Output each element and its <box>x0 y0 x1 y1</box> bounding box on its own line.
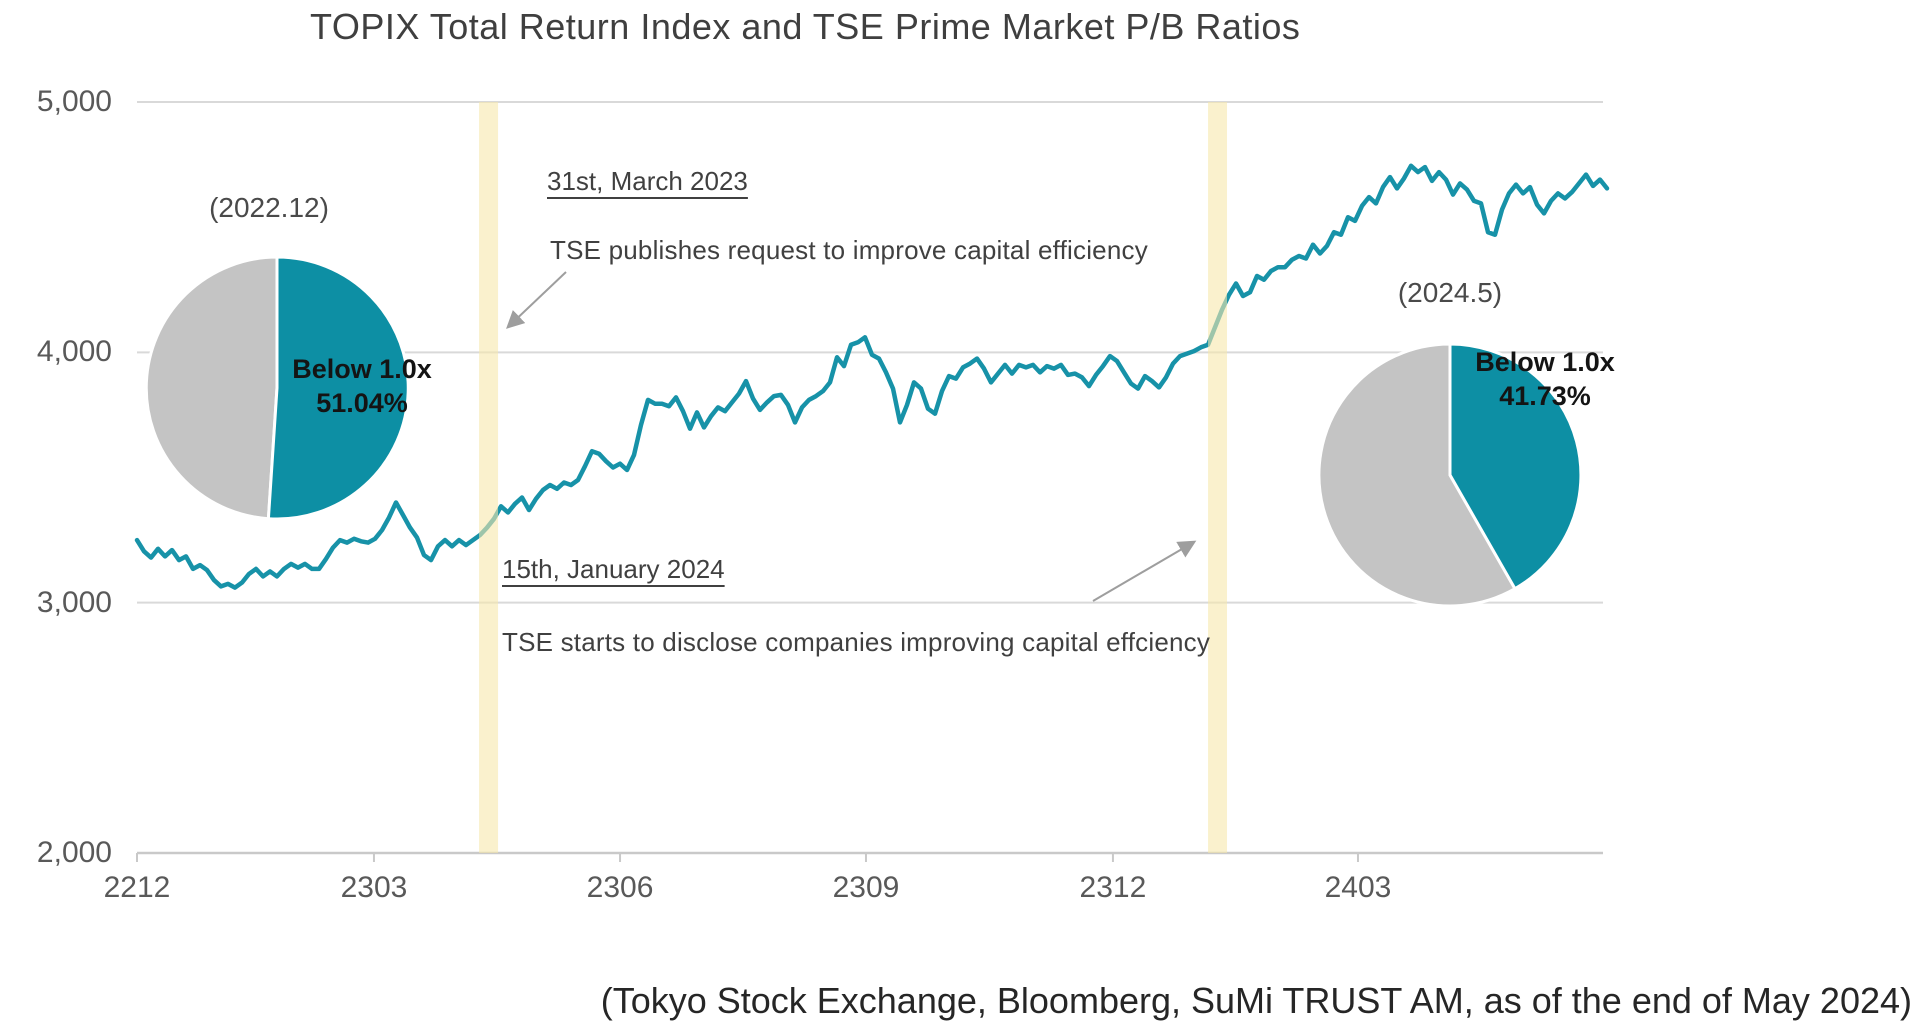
chart-title: TOPIX Total Return Index and TSE Prime M… <box>310 6 1301 47</box>
pie-label-2024-5: Below 1.0x 41.73% <box>1395 345 1695 413</box>
x-axis-label-2303: 2303 <box>340 871 408 904</box>
x-axis-label-2306: 2306 <box>586 871 654 904</box>
pie-slice-other <box>144 255 279 521</box>
topix-line-path <box>134 163 1610 590</box>
y-axis-label-3,000: 3,000 <box>36 585 112 619</box>
x-axis-label-2309: 2309 <box>832 871 900 904</box>
pie-label-2022-12-line1: Below 1.0x <box>292 354 432 384</box>
annotation-march-2023-date: 31st, March 2023 <box>547 166 748 196</box>
annotation-january-2024-text: TSE starts to disclose companies improvi… <box>502 627 1211 657</box>
x-axis-label-2212: 2212 <box>103 871 171 904</box>
pie-caption-2024-5: (2024.5) <box>1397 277 1503 308</box>
highlight-bands <box>479 102 1228 853</box>
highlight-band-2 <box>1208 102 1228 853</box>
y-axis-label-4,000: 4,000 <box>36 335 112 369</box>
y-axis-label-2,000: 2,000 <box>36 836 112 869</box>
annotation-march-2023-text: TSE publishes request to improve capital… <box>550 235 1148 265</box>
annotation-january-2024-date: 15th, January 2024 <box>502 554 725 584</box>
pie-slice-below-1x <box>1448 342 1583 591</box>
source-note: (Tokyo Stock Exchange, Bloomberg, SuMi T… <box>600 980 1912 1021</box>
pie-slice-other <box>1317 342 1517 608</box>
y-axis-label-5,000: 5,000 <box>36 85 112 118</box>
pie-label-2022-12: Below 1.0x 51.04% <box>212 352 512 420</box>
x-axis-label-2312: 2312 <box>1079 871 1147 904</box>
pie-2024-5 <box>1317 342 1583 608</box>
x-axis-label-2403: 2403 <box>1324 871 1392 904</box>
topix-line <box>134 163 1610 590</box>
pie-label-2024-5-line1: Below 1.0x <box>1475 347 1615 377</box>
pie-caption-2022-12: (2022.12) <box>209 192 329 223</box>
pie-label-2022-12-line2: 51.04% <box>316 388 408 418</box>
highlight-band-1 <box>479 102 499 853</box>
annotation-arrow-january-2024 <box>1092 540 1197 602</box>
pie-2022-12 <box>144 255 410 521</box>
pie-label-2024-5-line2: 41.73% <box>1499 381 1591 411</box>
pie-slice-below-1x <box>266 255 410 521</box>
annotation-arrow-march-2023 <box>506 271 567 329</box>
